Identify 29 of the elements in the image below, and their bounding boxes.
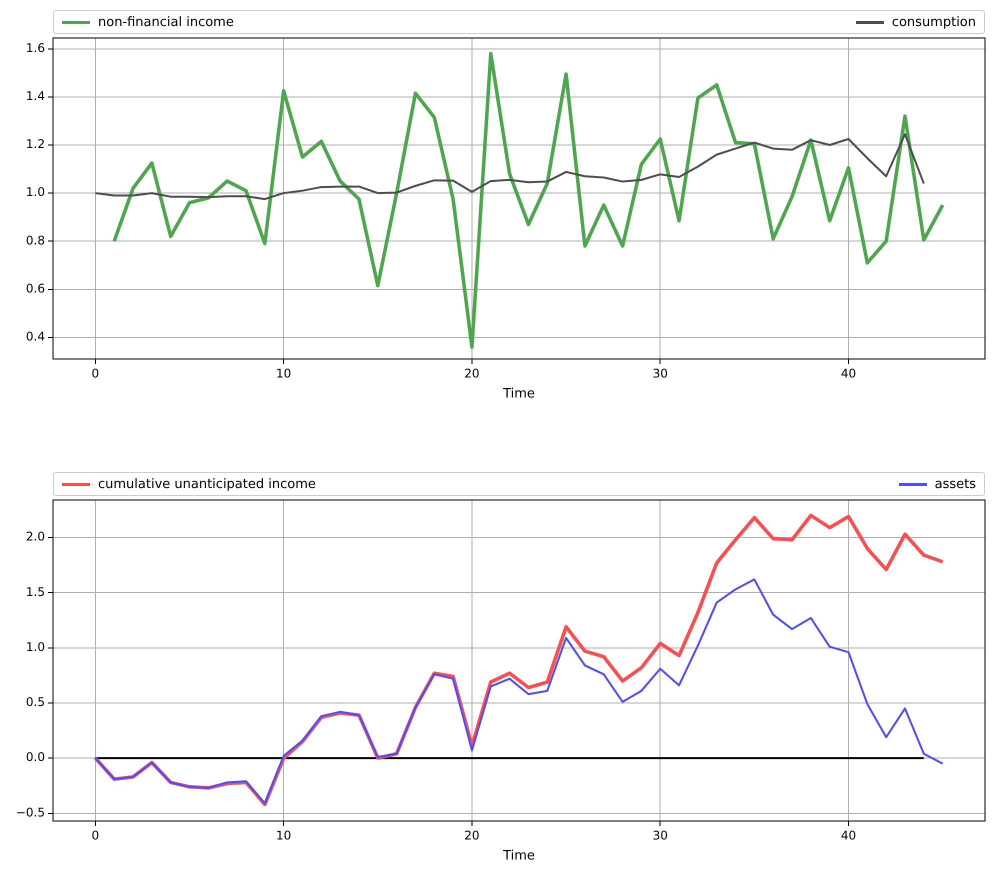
x-tick-label: 0 [92,828,100,842]
y-tick-label: 1.0 [26,185,45,200]
y-tick-label: 0.8 [26,233,45,248]
x-tick-label: 20 [464,828,480,842]
y-tick-label: 1.5 [26,584,45,599]
x-axis-title: Time [502,848,535,864]
y-tick-label: 1.0 [26,640,45,654]
y-tick-label: 1.4 [26,89,45,104]
y-tick-label: −0.5 [16,805,45,820]
y-tick-label: 1.2 [26,137,45,152]
x-tick-label: 10 [276,366,292,380]
y-tick-label: 0.6 [26,281,45,296]
x-tick-label: 40 [840,828,856,842]
x-tick-label: 40 [840,366,856,380]
x-axis-title: Time [502,386,535,402]
y-tick-label: 0.0 [26,750,45,764]
y-tick-label: 1.6 [26,40,45,55]
x-tick-label: 30 [652,366,668,380]
legend-label: assets [934,476,976,492]
x-tick-label: 20 [464,366,480,380]
x-tick-label: 0 [92,366,100,380]
x-tick-label: 30 [652,828,668,842]
y-tick-label: 2.0 [26,530,45,544]
x-tick-label: 10 [276,828,292,842]
legend-label: cumulative unanticipated income [98,476,316,492]
legend-label: consumption [892,14,976,30]
y-tick-label: 0.4 [26,329,45,344]
y-tick-label: 0.5 [26,695,45,710]
legend-label: non-financial income [98,14,234,30]
